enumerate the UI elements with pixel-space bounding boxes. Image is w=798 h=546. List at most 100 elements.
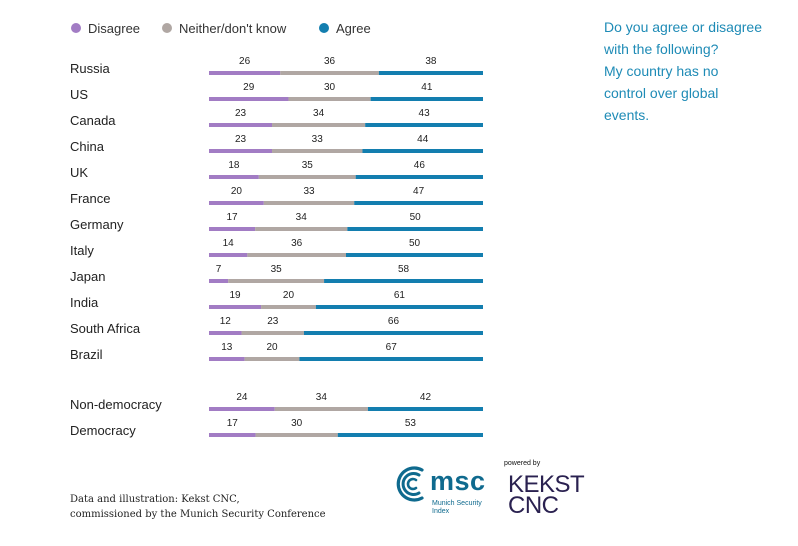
question-line: My country has no: [604, 63, 719, 79]
category-label-brazil: Brazil: [70, 347, 103, 362]
legend-label-neither: Neither/don't know: [179, 21, 287, 36]
bar-segment-democracy-agree: [337, 433, 483, 437]
legend-label-disagree: Disagree: [88, 21, 140, 36]
bar-segment-china-disagree: [209, 149, 273, 153]
bar-segment-india-agree: [315, 305, 483, 309]
category-label-france: France: [70, 191, 110, 206]
msc-subtitle-line: Munich Security: [432, 500, 482, 507]
bar-segment-italy-agree: [346, 253, 483, 257]
chart-legend: Disagree Neither/don't know Agree: [71, 21, 371, 36]
question-line: Do you agree or disagree: [604, 19, 762, 35]
category-label-russia: Russia: [70, 61, 111, 76]
bar-segment-russia-neither: [280, 71, 379, 75]
bar-segment-india-disagree: [209, 305, 262, 309]
bar-segment-canada-neither: [272, 123, 366, 127]
bar-segment-us-agree: [370, 97, 483, 101]
bar-segment-russia-agree: [378, 71, 483, 75]
msc-subtitle: Munich Security Index: [432, 500, 482, 516]
data-label-uk-disagree: 18: [228, 160, 240, 171]
powered-by-label: powered by: [504, 460, 541, 467]
bar-segment-japan-disagree: [209, 279, 229, 283]
bar-segment-germany-agree: [347, 227, 483, 231]
data-label-germany-disagree: 17: [226, 212, 238, 223]
bar-segment-uk-disagree: [209, 175, 259, 179]
legend-label-agree: Agree: [336, 21, 371, 36]
data-label-south-africa-neither: 23: [267, 316, 279, 327]
bar-segment-italy-disagree: [209, 253, 248, 257]
bar-segment-uk-agree: [355, 175, 483, 179]
data-label-italy-neither: 36: [291, 238, 303, 249]
bar-segment-germany-neither: [255, 227, 348, 231]
data-label-japan-disagree: 7: [216, 264, 222, 275]
category-label-canada: Canada: [70, 113, 116, 128]
data-label-italy-agree: 50: [409, 238, 421, 249]
bar-segment-japan-agree: [324, 279, 483, 283]
chart-bars: Russia 26 36 38 US 29 30 41 Canada 23 34 43 China 23 3…: [70, 56, 483, 438]
data-label-canada-disagree: 23: [235, 108, 247, 119]
bar-segment-south-africa-neither: [241, 331, 304, 335]
data-label-us-disagree: 29: [243, 82, 255, 93]
bar-segment-democracy-disagree: [209, 433, 256, 437]
credit-line: commissioned by the Munich Security Conf…: [70, 509, 326, 520]
bar-segment-democracy-neither: [255, 433, 338, 437]
category-label-us: US: [70, 87, 88, 102]
data-label-russia-disagree: 26: [239, 56, 251, 67]
bar-segment-south-africa-agree: [303, 331, 483, 335]
data-label-india-agree: 61: [394, 290, 406, 301]
data-label-germany-neither: 34: [296, 212, 308, 223]
data-label-non-democracy-neither: 34: [316, 392, 328, 403]
data-label-democracy-disagree: 17: [227, 418, 239, 429]
data-label-non-democracy-disagree: 24: [236, 392, 248, 403]
bar-segment-non-democracy-disagree: [209, 407, 275, 411]
kekst-logo: powered by KEKST CNC: [502, 460, 592, 520]
data-label-canada-neither: 34: [313, 108, 325, 119]
data-label-democracy-agree: 53: [405, 418, 417, 429]
legend-swatch-agree: [319, 23, 329, 33]
msc-wordmark: msc: [430, 466, 486, 496]
category-label-india: India: [70, 295, 99, 310]
bar-segment-non-democracy-agree: [367, 407, 483, 411]
data-label-france-agree: 47: [413, 186, 425, 197]
bar-segment-non-democracy-neither: [274, 407, 368, 411]
data-label-india-neither: 20: [283, 290, 295, 301]
data-label-us-neither: 30: [324, 82, 336, 93]
bar-segment-india-neither: [261, 305, 316, 309]
category-label-south-africa: South Africa: [70, 321, 141, 336]
bar-segment-south-africa-disagree: [209, 331, 242, 335]
data-label-democracy-neither: 30: [291, 418, 303, 429]
data-label-china-neither: 33: [312, 134, 324, 145]
data-label-uk-agree: 46: [414, 160, 426, 171]
category-label-non-democracy: Non-democracy: [70, 397, 162, 412]
data-label-japan-agree: 58: [398, 264, 410, 275]
bar-segment-france-agree: [354, 201, 483, 205]
question-line: with the following?: [604, 41, 719, 57]
question-line: events.: [604, 107, 650, 123]
kekst-wordmark: KEKST CNC: [508, 473, 588, 518]
category-label-china: China: [70, 139, 105, 154]
legend-swatch-disagree: [71, 23, 81, 33]
source-credit: Data and illustration: Kekst CNC, commis…: [70, 492, 326, 522]
credit-line: Data and illustration: Kekst CNC,: [70, 494, 240, 505]
data-label-uk-neither: 35: [302, 160, 314, 171]
question-line: control over global: [604, 85, 719, 101]
bar-segment-brazil-neither: [244, 357, 300, 361]
data-label-japan-neither: 35: [271, 264, 283, 275]
bar-segment-china-agree: [362, 149, 483, 153]
data-label-brazil-disagree: 13: [221, 342, 233, 353]
category-label-democracy: Democracy: [70, 423, 136, 438]
data-label-brazil-agree: 67: [386, 342, 398, 353]
data-label-china-disagree: 23: [235, 134, 247, 145]
category-label-germany: Germany: [70, 217, 124, 232]
data-label-russia-agree: 38: [425, 56, 437, 67]
bar-segment-uk-neither: [258, 175, 356, 179]
category-label-italy: Italy: [70, 243, 94, 258]
data-label-south-africa-disagree: 12: [220, 316, 232, 327]
data-label-italy-disagree: 14: [223, 238, 235, 249]
bar-segment-france-neither: [263, 201, 355, 205]
msc-subtitle-line: Index: [432, 508, 450, 515]
msc-c-icon: [396, 466, 424, 502]
bar-segment-us-disagree: [209, 97, 289, 101]
data-label-china-agree: 44: [417, 134, 429, 145]
data-label-canada-agree: 43: [419, 108, 431, 119]
